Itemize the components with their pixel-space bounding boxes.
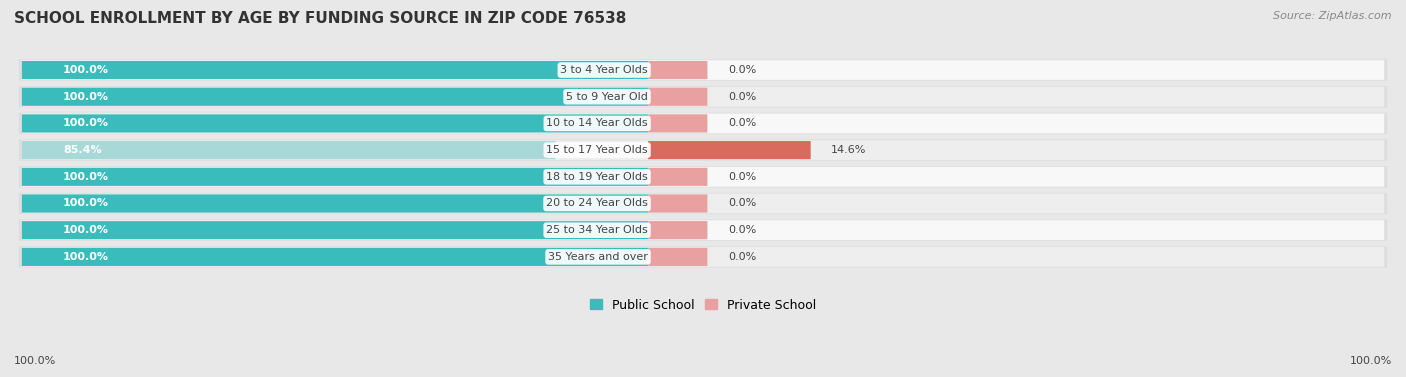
Text: 0.0%: 0.0% <box>728 225 756 235</box>
Text: 100.0%: 100.0% <box>63 118 110 129</box>
Text: 18 to 19 Year Olds: 18 to 19 Year Olds <box>546 172 648 182</box>
Text: 85.4%: 85.4% <box>63 145 101 155</box>
Text: 10 to 14 Year Olds: 10 to 14 Year Olds <box>547 118 648 129</box>
FancyBboxPatch shape <box>21 140 1385 160</box>
FancyBboxPatch shape <box>22 141 555 159</box>
FancyBboxPatch shape <box>21 113 1385 133</box>
FancyBboxPatch shape <box>18 166 1388 187</box>
FancyBboxPatch shape <box>648 61 707 79</box>
FancyBboxPatch shape <box>21 220 1385 240</box>
FancyBboxPatch shape <box>21 87 1385 107</box>
FancyBboxPatch shape <box>21 194 1385 213</box>
Text: 0.0%: 0.0% <box>728 65 756 75</box>
Text: 0.0%: 0.0% <box>728 199 756 208</box>
FancyBboxPatch shape <box>648 248 707 266</box>
FancyBboxPatch shape <box>648 221 707 239</box>
FancyBboxPatch shape <box>21 247 1385 267</box>
Text: 100.0%: 100.0% <box>63 172 110 182</box>
Text: 3 to 4 Year Olds: 3 to 4 Year Olds <box>561 65 648 75</box>
FancyBboxPatch shape <box>18 193 1388 214</box>
FancyBboxPatch shape <box>21 60 1385 80</box>
FancyBboxPatch shape <box>18 139 1388 161</box>
FancyBboxPatch shape <box>22 114 648 132</box>
Text: 100.0%: 100.0% <box>63 199 110 208</box>
FancyBboxPatch shape <box>18 219 1388 241</box>
Text: 14.6%: 14.6% <box>831 145 866 155</box>
Text: 100.0%: 100.0% <box>1350 356 1392 366</box>
Text: 0.0%: 0.0% <box>728 172 756 182</box>
FancyBboxPatch shape <box>648 168 707 186</box>
FancyBboxPatch shape <box>18 86 1388 107</box>
FancyBboxPatch shape <box>22 195 648 213</box>
Text: 100.0%: 100.0% <box>63 92 110 102</box>
FancyBboxPatch shape <box>22 88 648 106</box>
Text: 25 to 34 Year Olds: 25 to 34 Year Olds <box>546 225 648 235</box>
Text: 100.0%: 100.0% <box>63 65 110 75</box>
Text: Source: ZipAtlas.com: Source: ZipAtlas.com <box>1274 11 1392 21</box>
FancyBboxPatch shape <box>22 168 648 186</box>
FancyBboxPatch shape <box>22 221 648 239</box>
Text: 100.0%: 100.0% <box>63 252 110 262</box>
Text: 15 to 17 Year Olds: 15 to 17 Year Olds <box>547 145 648 155</box>
Text: 35 Years and over: 35 Years and over <box>548 252 648 262</box>
FancyBboxPatch shape <box>18 59 1388 81</box>
Text: 5 to 9 Year Old: 5 to 9 Year Old <box>567 92 648 102</box>
Text: 100.0%: 100.0% <box>14 356 56 366</box>
FancyBboxPatch shape <box>22 248 648 266</box>
FancyBboxPatch shape <box>648 88 707 106</box>
FancyBboxPatch shape <box>648 195 707 213</box>
FancyBboxPatch shape <box>648 114 707 132</box>
Text: 0.0%: 0.0% <box>728 92 756 102</box>
Text: 0.0%: 0.0% <box>728 118 756 129</box>
Text: 20 to 24 Year Olds: 20 to 24 Year Olds <box>546 199 648 208</box>
FancyBboxPatch shape <box>21 167 1385 187</box>
Text: 100.0%: 100.0% <box>63 225 110 235</box>
Text: SCHOOL ENROLLMENT BY AGE BY FUNDING SOURCE IN ZIP CODE 76538: SCHOOL ENROLLMENT BY AGE BY FUNDING SOUR… <box>14 11 627 26</box>
Legend: Public School, Private School: Public School, Private School <box>585 294 821 317</box>
FancyBboxPatch shape <box>648 141 811 159</box>
FancyBboxPatch shape <box>18 246 1388 268</box>
FancyBboxPatch shape <box>18 113 1388 134</box>
FancyBboxPatch shape <box>22 61 648 79</box>
Text: 0.0%: 0.0% <box>728 252 756 262</box>
